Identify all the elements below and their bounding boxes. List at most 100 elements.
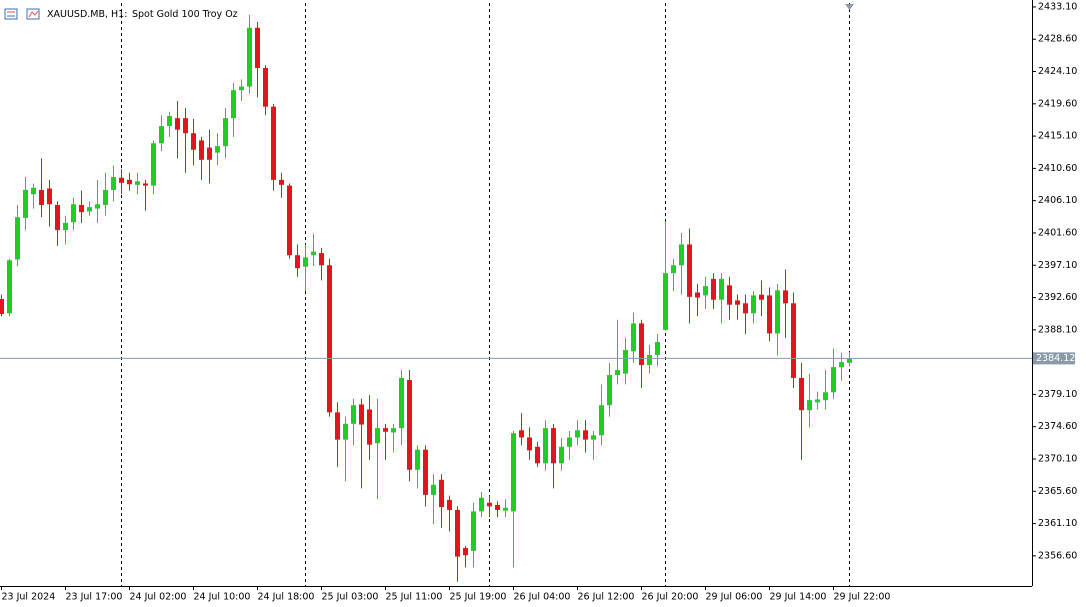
x-tick-label: 29 Jul 22:00	[834, 592, 891, 603]
candle-body	[599, 405, 604, 436]
x-tick-label: 26 Jul 04:00	[514, 592, 571, 603]
shift-marker	[845, 4, 854, 10]
candle-body	[719, 278, 724, 300]
menu-icon[interactable]	[4, 8, 18, 20]
candle-body	[319, 253, 324, 266]
candle-body	[95, 204, 100, 209]
candle-body	[343, 423, 348, 440]
candle-body	[815, 399, 820, 403]
candle-body	[567, 437, 572, 447]
candle-body	[735, 300, 740, 305]
candle-body	[807, 400, 812, 411]
candle-body	[0, 298, 4, 315]
candle-body	[103, 189, 108, 205]
y-tick-label: 2401.60	[1038, 227, 1077, 238]
candle-body	[847, 358, 852, 363]
x-tick-label: 25 Jul 03:00	[322, 592, 379, 603]
candle-body	[439, 479, 444, 508]
candle-body	[135, 181, 140, 185]
y-tick-label: 2397.10	[1038, 260, 1077, 271]
candle-body	[383, 428, 388, 432]
candle-body	[639, 323, 644, 365]
chart-icon[interactable]	[26, 8, 40, 20]
candle-body	[751, 295, 756, 314]
candle-body	[191, 133, 196, 150]
x-tick-label: 25 Jul 19:00	[450, 592, 507, 603]
candle-body	[431, 484, 436, 495]
x-tick-label: 26 Jul 20:00	[642, 592, 699, 603]
candle-body	[823, 392, 828, 401]
candle-body	[695, 292, 700, 298]
candle-body	[79, 204, 84, 213]
x-tick-label: 25 Jul 11:00	[386, 592, 443, 603]
candle-body	[327, 265, 332, 413]
candle-body	[607, 375, 612, 406]
candle-body	[215, 146, 220, 153]
candle-body	[279, 179, 284, 185]
candle-body	[727, 285, 732, 305]
candle-body	[31, 187, 36, 195]
candle-body	[615, 370, 620, 376]
candle-body	[447, 499, 452, 510]
candle-body	[703, 286, 708, 296]
candle-body	[311, 251, 316, 256]
y-tick-label: 2374.60	[1038, 421, 1077, 432]
candle-body	[767, 295, 772, 334]
y-tick-label: 2428.60	[1038, 34, 1077, 45]
candle-body	[367, 409, 372, 445]
candle-body	[87, 207, 92, 212]
y-tick-label: 2406.10	[1038, 195, 1077, 206]
candle-body	[831, 367, 836, 393]
candle-body	[23, 189, 28, 218]
y-tick-label: 2361.10	[1038, 518, 1077, 529]
candle-body	[263, 67, 268, 107]
y-tick-label: 2419.60	[1038, 98, 1077, 109]
candle-body	[783, 290, 788, 304]
candle-body	[39, 189, 44, 205]
candle-body	[351, 405, 356, 424]
candle-body	[559, 446, 564, 464]
current-price-box	[1033, 352, 1075, 365]
y-tick-label: 2410.60	[1038, 163, 1077, 174]
candle-body	[487, 502, 492, 507]
candle-body	[647, 354, 652, 365]
candle-body	[127, 179, 132, 185]
chart-title: XAUUSD.MB, H1:	[47, 9, 127, 20]
candle-body	[711, 278, 716, 300]
candle-body	[743, 303, 748, 314]
x-tick-label: 26 Jul 12:00	[578, 592, 635, 603]
candle-body	[423, 449, 428, 495]
candle-body	[687, 244, 692, 297]
candle-body	[167, 116, 172, 127]
candle-body	[455, 509, 460, 557]
candle-body	[119, 177, 124, 183]
y-tick-label: 2424.10	[1038, 66, 1077, 77]
candle-body	[503, 507, 508, 511]
y-tick-label: 2433.10	[1038, 1, 1077, 12]
candle-body	[799, 377, 804, 411]
candle-body	[111, 177, 116, 190]
candle-body	[295, 255, 300, 269]
candle-body	[623, 349, 628, 374]
candle-body	[415, 449, 420, 470]
y-tick-label: 2379.10	[1038, 389, 1077, 400]
candle-body	[527, 437, 532, 451]
x-tick-label: 24 Jul 10:00	[194, 592, 251, 603]
x-tick-label: 29 Jul 14:00	[770, 592, 827, 603]
candle-body	[55, 204, 60, 231]
candle-body	[759, 294, 764, 300]
y-tick-label: 2356.60	[1038, 550, 1077, 561]
candle-body	[471, 511, 476, 551]
candle-body	[15, 217, 20, 260]
chart-subtitle: Spot Gold 100 Troy Oz	[132, 9, 238, 20]
candle-body	[375, 428, 380, 444]
candle-body	[463, 547, 468, 556]
candle-body	[159, 126, 164, 144]
x-tick-label: 29 Jul 06:00	[706, 592, 763, 603]
candle-body	[839, 362, 844, 368]
candle-body	[583, 430, 588, 440]
y-tick-label: 2415.10	[1038, 131, 1077, 142]
candle-body	[663, 273, 668, 330]
candle-body	[47, 188, 52, 205]
